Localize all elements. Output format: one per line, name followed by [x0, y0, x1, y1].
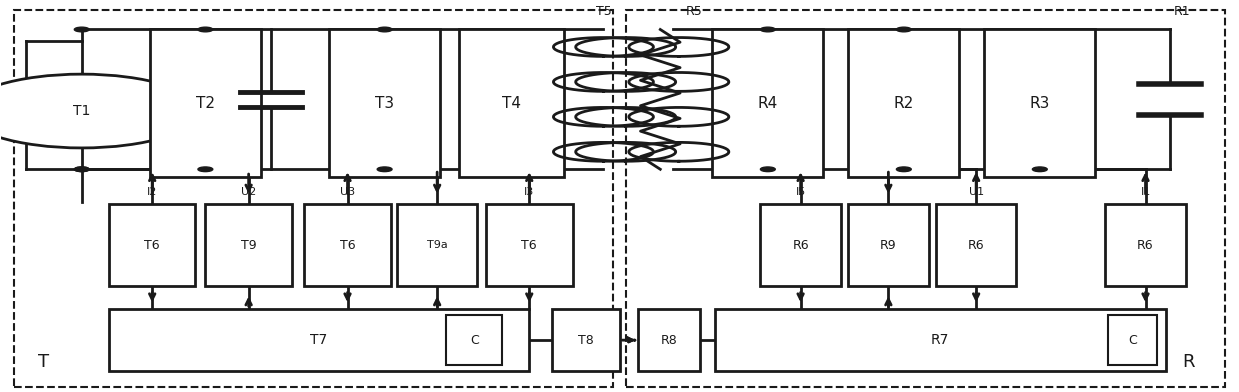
Text: R2: R2 — [893, 96, 914, 111]
Circle shape — [377, 27, 392, 32]
Bar — [486, 204, 572, 286]
Text: C: C — [1129, 334, 1137, 347]
Bar — [109, 309, 529, 371]
Text: C: C — [470, 334, 478, 347]
Bar — [935, 204, 1016, 286]
Text: U2: U2 — [242, 187, 256, 196]
Text: T5: T5 — [596, 5, 611, 18]
Text: T6: T6 — [522, 238, 536, 252]
Text: R5: R5 — [685, 5, 703, 18]
Bar — [14, 10, 613, 387]
Bar — [849, 29, 959, 177]
Circle shape — [896, 167, 911, 172]
Bar — [109, 204, 196, 286]
Bar — [206, 204, 292, 286]
Bar — [626, 10, 1225, 387]
Text: R9: R9 — [880, 238, 897, 252]
Text: T: T — [38, 353, 50, 371]
Bar — [330, 29, 440, 177]
Text: R1: R1 — [1173, 5, 1191, 18]
Text: R6: R6 — [1137, 238, 1154, 252]
Bar — [712, 29, 824, 177]
Text: R4: R4 — [758, 96, 778, 111]
Bar — [715, 309, 1166, 371]
Circle shape — [761, 27, 776, 32]
Bar — [638, 309, 700, 371]
Circle shape — [74, 167, 89, 172]
Text: T3: T3 — [375, 96, 394, 111]
Bar — [1108, 315, 1157, 365]
Bar — [1105, 204, 1186, 286]
Text: T7: T7 — [311, 333, 328, 347]
Circle shape — [198, 27, 213, 32]
Circle shape — [377, 167, 392, 172]
Bar — [446, 315, 502, 365]
Text: R7: R7 — [932, 333, 949, 347]
Bar — [305, 204, 390, 286]
Text: T9: T9 — [240, 238, 256, 252]
Circle shape — [0, 74, 199, 148]
Bar — [150, 29, 261, 177]
Bar — [984, 29, 1095, 177]
Bar — [396, 204, 477, 286]
Circle shape — [74, 167, 89, 172]
Bar — [849, 204, 928, 286]
Text: I1: I1 — [1140, 187, 1151, 196]
Text: R6: R6 — [792, 238, 809, 252]
Bar — [458, 29, 564, 177]
Bar — [761, 204, 841, 286]
Circle shape — [896, 27, 911, 32]
Text: U3: U3 — [339, 187, 356, 196]
Text: T1: T1 — [73, 104, 90, 118]
Text: I2: I2 — [147, 187, 157, 196]
Text: R8: R8 — [660, 334, 678, 347]
Text: R: R — [1182, 353, 1194, 371]
Circle shape — [1032, 167, 1047, 172]
Circle shape — [761, 167, 776, 172]
Text: R6: R6 — [968, 238, 985, 252]
Text: T9a: T9a — [426, 240, 447, 250]
Text: U1: U1 — [969, 187, 984, 196]
Circle shape — [74, 27, 89, 32]
Text: T6: T6 — [339, 238, 356, 252]
Bar — [551, 309, 620, 371]
Text: I3: I3 — [524, 187, 534, 196]
Text: T4: T4 — [502, 96, 520, 111]
Text: T8: T8 — [577, 334, 593, 347]
Circle shape — [198, 167, 213, 172]
Text: R3: R3 — [1030, 96, 1049, 111]
Text: T6: T6 — [145, 238, 160, 252]
Text: I5: I5 — [795, 187, 805, 196]
Text: T2: T2 — [196, 96, 214, 111]
